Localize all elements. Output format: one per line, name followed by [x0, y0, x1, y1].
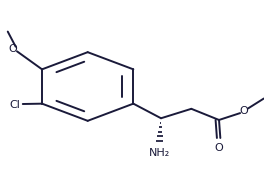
Text: O: O: [215, 143, 223, 153]
Text: Cl: Cl: [9, 99, 20, 110]
Text: O: O: [9, 44, 17, 54]
Text: NH₂: NH₂: [149, 148, 170, 158]
Text: O: O: [240, 106, 248, 116]
